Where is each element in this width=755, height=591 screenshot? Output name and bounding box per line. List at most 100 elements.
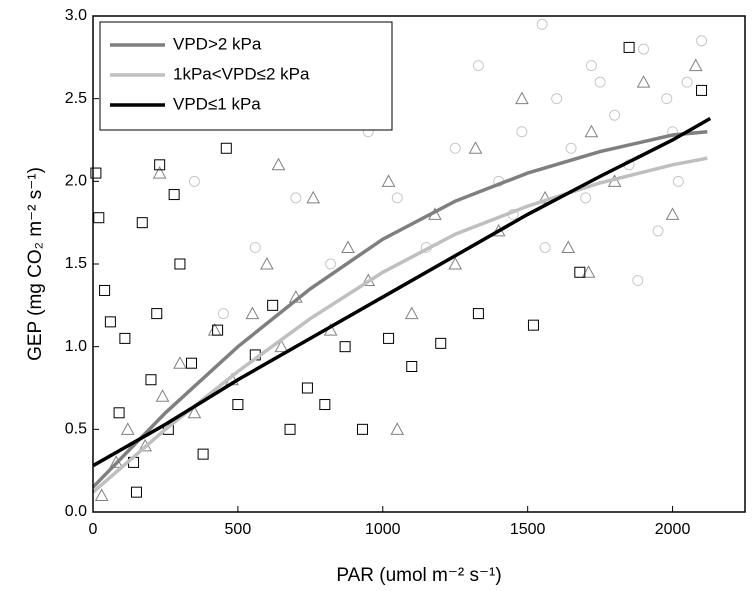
point (325, 258, 337, 270)
y-tick-label: 2.5 (65, 90, 87, 107)
y-tick-label: 0.5 (65, 421, 87, 438)
x-tick-label: 0 (89, 521, 98, 538)
point (306, 190, 321, 204)
y-tick-label: 3.0 (65, 7, 87, 24)
point (406, 361, 418, 373)
point (383, 332, 395, 344)
point (249, 241, 261, 253)
point (188, 175, 200, 187)
point (652, 225, 664, 237)
point (449, 142, 461, 154)
point (574, 266, 586, 278)
point (284, 423, 296, 435)
fit-line (91, 129, 708, 489)
point (696, 35, 708, 47)
point (341, 240, 355, 253)
point (391, 192, 403, 204)
point (99, 284, 111, 296)
point (632, 275, 644, 287)
point (173, 356, 187, 369)
point (404, 306, 419, 320)
point (217, 308, 229, 320)
point (448, 256, 463, 270)
point (584, 124, 599, 138)
point (267, 299, 279, 311)
point (636, 75, 651, 88)
point (113, 407, 125, 419)
y-tick-label: 0.0 (65, 503, 87, 520)
point (274, 339, 289, 353)
point (681, 76, 693, 88)
point (585, 60, 597, 72)
point (152, 166, 167, 179)
point (339, 341, 351, 353)
point (187, 405, 202, 419)
point (472, 308, 484, 320)
fit-line (92, 116, 712, 468)
point (527, 319, 539, 331)
point (260, 256, 274, 270)
point (186, 357, 198, 369)
x-tick-label: 500 (225, 521, 252, 538)
point (356, 423, 368, 435)
point (472, 60, 484, 72)
point (207, 323, 222, 336)
point (661, 93, 673, 105)
point (136, 217, 148, 229)
point (319, 399, 331, 411)
fit-line (91, 156, 708, 494)
x-tick-label: 1000 (365, 521, 401, 538)
point (151, 308, 163, 320)
point (565, 142, 577, 154)
point (435, 337, 447, 349)
point (212, 324, 224, 336)
plot-frame (92, 15, 746, 513)
point (536, 18, 548, 30)
point (539, 241, 551, 253)
point (580, 192, 592, 204)
point (290, 192, 302, 204)
y-tick-label: 2.0 (65, 173, 87, 190)
point (168, 189, 180, 201)
point (609, 109, 621, 121)
point (130, 486, 142, 498)
point (561, 240, 576, 253)
point (90, 167, 102, 179)
point (104, 316, 116, 328)
point (638, 43, 650, 55)
point (220, 142, 232, 154)
point (515, 91, 529, 105)
point (516, 126, 528, 138)
x-tick-label: 2000 (655, 521, 691, 538)
point (696, 84, 708, 96)
point (390, 422, 405, 435)
legend-label: VPD≤1 kPa (173, 94, 261, 113)
point (301, 382, 313, 394)
point (672, 175, 684, 187)
y-tick-label: 1.5 (65, 255, 87, 272)
point (119, 332, 131, 344)
point (623, 41, 635, 53)
point (155, 389, 170, 402)
point (594, 76, 606, 88)
point (93, 212, 105, 224)
x-tick-label: 1500 (510, 521, 546, 538)
legend-label: 1kPa<VPD≤2 kPa (173, 64, 310, 83)
legend-label: VPD>2 kPa (173, 34, 262, 53)
point (688, 58, 703, 72)
point (271, 157, 286, 171)
x-axis-title: PAR (umol m⁻² s⁻¹) (336, 565, 501, 586)
point (538, 190, 552, 204)
y-axis-title: GEP (mg CO₂ m⁻² s⁻¹) (25, 167, 46, 361)
y-tick-label: 1.0 (65, 338, 87, 355)
point (145, 374, 157, 386)
point (120, 422, 135, 435)
point (245, 306, 260, 320)
point (581, 265, 596, 278)
point (174, 258, 186, 270)
point (665, 207, 680, 220)
point (154, 159, 166, 171)
point (94, 488, 109, 501)
point (232, 399, 244, 411)
